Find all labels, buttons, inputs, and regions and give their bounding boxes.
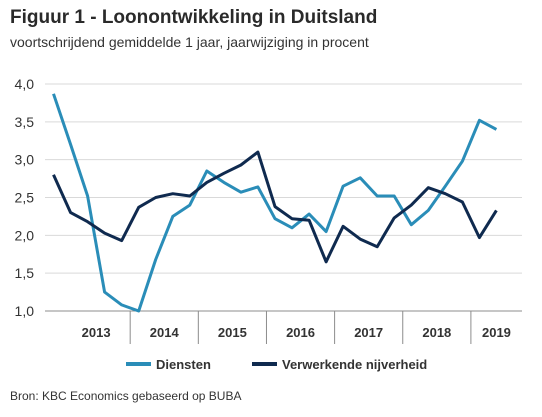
legend: Diensten Verwerkende nijverheid: [126, 357, 427, 372]
y-tick-label: 3,5: [15, 114, 35, 130]
y-tick-label: 2,0: [15, 227, 35, 243]
x-tick-label: 2018: [422, 325, 451, 340]
y-tick-label: 2,5: [15, 190, 35, 206]
y-axis-ticks: 1,0 1,5 2,0 2,5 3,0 3,5 4,0: [15, 76, 35, 319]
y-tick-label: 3,0: [15, 152, 35, 168]
x-tick-label: 2013: [82, 325, 111, 340]
y-tick-label: 4,0: [15, 76, 35, 92]
x-tick-label: 2014: [150, 325, 180, 340]
series-line-verwerkende-nijverheid: [52, 150, 498, 264]
series-line-diensten: [52, 93, 498, 313]
source-note: Bron: KBC Economics gebaseerd op BUBA: [10, 389, 242, 403]
chart-subtitle: voortschrijdend gemiddelde 1 jaar, jaarw…: [10, 34, 369, 50]
chart-title: Figuur 1 - Loonontwikkeling in Duitsland: [10, 7, 378, 28]
x-axis: 2013 2014 2015 2016 2017 2018 2019: [45, 310, 522, 344]
x-tick-label: 2019: [482, 325, 511, 340]
x-tick-label: 2015: [218, 325, 247, 340]
legend-label-diensten: Diensten: [156, 357, 211, 372]
x-tick-label: 2017: [354, 325, 383, 340]
x-tick-label: 2016: [286, 325, 315, 340]
y-tick-label: 1,0: [15, 303, 35, 319]
series-lines: [52, 93, 498, 313]
y-tick-label: 1,5: [15, 265, 35, 281]
legend-label-verwerkende-nijverheid: Verwerkende nijverheid: [282, 357, 427, 372]
